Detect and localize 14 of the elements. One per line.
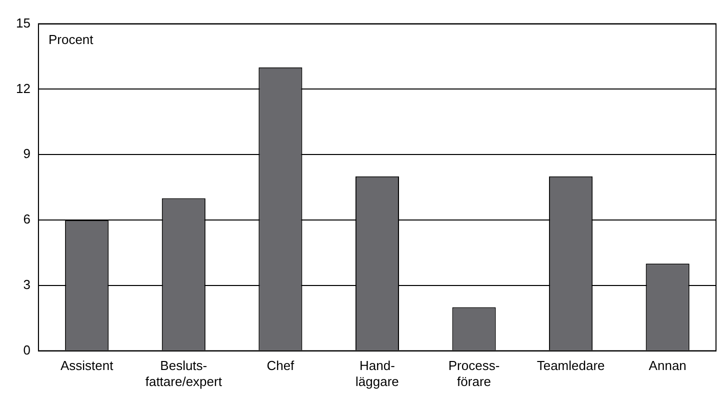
y-tick-label: 0 [23, 342, 30, 358]
x-tick-label: Besluts- fattare/expert [145, 358, 222, 389]
y-tick-label: 12 [16, 80, 30, 96]
y-tick-label: 9 [23, 146, 30, 162]
x-tick-label: Assistent [60, 358, 114, 374]
x-tick-label: Hand- läggare [356, 358, 399, 389]
x-tick-label: Chef [266, 358, 295, 374]
y-tick-label: 3 [23, 276, 30, 292]
y-tick-label: 15 [16, 15, 30, 30]
x-tick-label: Teamledare [536, 358, 605, 374]
y-tick-label: 6 [23, 212, 30, 227]
x-tick-label: Annan [648, 358, 686, 374]
y-axis-title: Procent [48, 32, 94, 47]
x-tick-label: Process- förare [448, 358, 500, 389]
